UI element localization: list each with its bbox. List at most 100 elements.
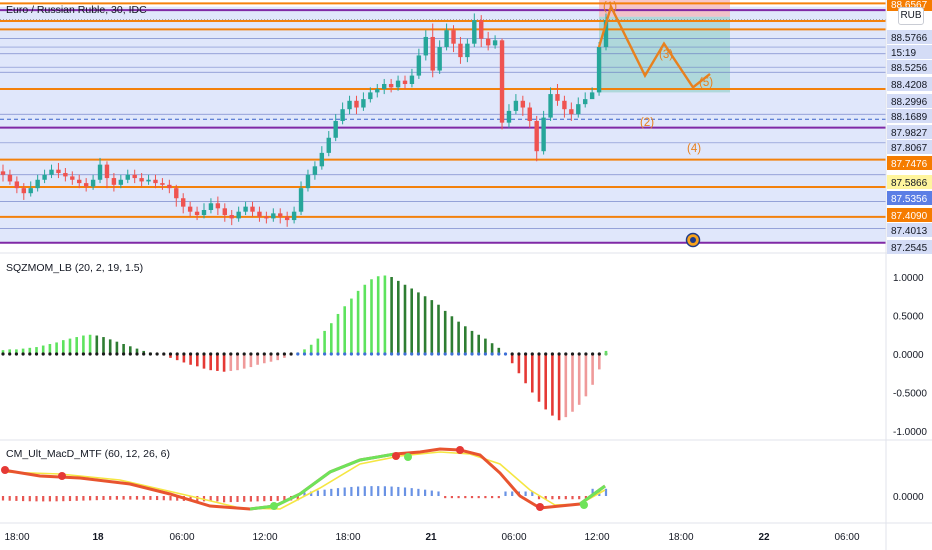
squeeze-dot	[490, 352, 494, 356]
squeeze-dot	[349, 352, 353, 356]
price-axis-tag	[887, 140, 932, 154]
squeeze-dot	[28, 352, 32, 356]
level-band	[0, 6, 886, 243]
squeeze-dot	[477, 352, 481, 356]
squeeze-dot	[423, 352, 427, 356]
squeeze-dot	[570, 352, 575, 356]
time-axis-label: 18	[92, 532, 104, 543]
candle-body	[63, 173, 68, 177]
squeeze-dot	[390, 352, 394, 356]
candle-body	[340, 109, 345, 121]
squeeze-dot	[410, 352, 414, 356]
candle-body	[153, 179, 158, 184]
sqz-axis-label: 0.5000	[893, 312, 924, 323]
candle-body	[569, 109, 574, 115]
squeeze-dot	[128, 352, 132, 356]
elliott-wave-path	[597, 3, 711, 90]
candle-body	[187, 206, 193, 212]
candle-body	[368, 92, 373, 100]
candle-body	[111, 178, 117, 185]
macd-cross-dot	[1, 466, 9, 474]
candle-body	[222, 208, 227, 216]
squeeze-dot	[577, 352, 581, 356]
candle-body	[208, 203, 214, 210]
squeeze-dot	[584, 352, 588, 356]
time-axis-label: 21	[425, 532, 437, 543]
squeeze-dot	[14, 352, 18, 356]
countdown-label: 15:19	[891, 48, 916, 59]
squeeze-dot	[396, 352, 400, 356]
time-axis-label: 18:00	[4, 532, 29, 543]
squeeze-dot	[276, 352, 280, 356]
squeeze-dot	[101, 352, 106, 356]
squeeze-dot	[1, 352, 5, 356]
squeeze-dot	[175, 352, 179, 356]
squeeze-dot	[8, 352, 12, 356]
price-axis-label: 88.1689	[891, 112, 928, 123]
candle-body	[56, 169, 61, 174]
currency-badge[interactable]: RUB	[898, 7, 924, 25]
candle-body	[264, 216, 269, 219]
squeeze-dot	[262, 352, 266, 356]
price-axis-tag	[887, 175, 932, 189]
candle-body	[326, 137, 331, 153]
squeeze-dot	[68, 352, 72, 356]
price-axis-tag	[887, 223, 932, 237]
countdown-tag	[887, 45, 932, 59]
squeeze-dot	[544, 352, 548, 356]
candle-body	[395, 80, 401, 88]
sqz-axis-label: -0.5000	[893, 389, 927, 400]
candle-body	[70, 176, 75, 180]
sqzmom-title: SQZMOM_LB (20, 2, 19, 1.5)	[6, 262, 144, 274]
candle-body	[589, 92, 595, 100]
candle-body	[465, 43, 470, 58]
price-axis-label: 87.8067	[891, 143, 928, 154]
price-axis-tag	[887, 30, 932, 44]
candle-body	[354, 100, 359, 108]
price-axis-tag	[887, 208, 932, 222]
squeeze-dot	[457, 352, 461, 356]
squeeze-dot	[591, 352, 595, 356]
candle-body	[576, 104, 581, 115]
squeeze-dot	[363, 352, 367, 356]
squeeze-dot	[48, 352, 52, 356]
sqz-axis-label: 0.0000	[893, 350, 924, 361]
candle-body	[548, 94, 553, 118]
squeeze-dot	[195, 352, 199, 356]
price-axis-label: 88.4208	[891, 80, 928, 91]
squeeze-dot	[604, 352, 608, 356]
squeeze-dot	[450, 352, 454, 356]
candle-body	[347, 100, 352, 110]
wave-label: (2)	[640, 117, 654, 129]
wave-label: (3)	[659, 49, 673, 61]
squeeze-dot	[189, 352, 193, 356]
macd-title: CM_Ult_MacD_MTF (60, 12, 26, 6)	[6, 448, 170, 460]
squeeze-dot	[289, 352, 293, 356]
event-icon-center	[690, 237, 696, 243]
macd-cross-dot	[580, 501, 588, 509]
candle-body	[167, 184, 172, 189]
squeeze-dot	[34, 352, 39, 356]
price-axis-tag	[887, 240, 932, 254]
candle-body	[174, 188, 179, 199]
squeeze-dot	[376, 352, 380, 356]
squeeze-dot	[343, 352, 347, 356]
candle-body	[333, 120, 338, 138]
squeeze-dot	[564, 352, 568, 356]
price-axis-label: 87.7476	[891, 159, 928, 170]
candle-body	[236, 211, 241, 219]
squeeze-dot	[215, 352, 219, 356]
candle-body	[479, 20, 484, 39]
squeeze-dot	[95, 352, 99, 356]
candle-body	[437, 47, 442, 71]
macd-cross-dot	[392, 452, 400, 460]
candle-body	[28, 188, 33, 194]
squeeze-dot	[530, 352, 534, 356]
candle-body	[21, 188, 26, 194]
candle-body	[555, 94, 560, 101]
candle-body	[181, 198, 186, 207]
candle-body	[430, 36, 435, 71]
candle-body	[118, 179, 124, 185]
wave-label: (5)	[699, 77, 713, 89]
